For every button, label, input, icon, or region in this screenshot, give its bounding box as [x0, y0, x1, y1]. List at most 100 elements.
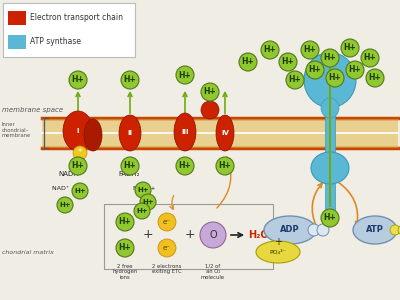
Text: H+: H+ [179, 161, 191, 170]
Ellipse shape [256, 241, 300, 263]
Text: H+: H+ [364, 53, 376, 62]
Text: +: + [143, 229, 153, 242]
Circle shape [216, 157, 234, 175]
Text: H+: H+ [124, 76, 136, 85]
Ellipse shape [311, 152, 349, 184]
Circle shape [176, 157, 194, 175]
Circle shape [134, 203, 150, 219]
Circle shape [201, 83, 219, 101]
Text: II: II [128, 130, 132, 136]
Circle shape [158, 213, 176, 231]
Circle shape [72, 183, 88, 199]
Ellipse shape [353, 216, 397, 244]
Text: ATP: ATP [366, 226, 384, 235]
Text: H+: H+ [72, 161, 84, 170]
Text: +: + [185, 229, 195, 242]
Circle shape [140, 194, 156, 210]
Circle shape [366, 69, 384, 87]
Text: 1/2 of
an O₂
molecule: 1/2 of an O₂ molecule [201, 264, 225, 280]
Circle shape [121, 71, 139, 89]
Text: FAD⁺ +: FAD⁺ + [133, 186, 156, 191]
Text: H+: H+ [304, 46, 316, 55]
Circle shape [317, 224, 329, 236]
Text: H+: H+ [72, 76, 84, 85]
Text: × 2: × 2 [275, 230, 290, 239]
Text: III: III [181, 129, 189, 135]
Text: H+: H+ [289, 76, 301, 85]
Circle shape [73, 146, 87, 160]
Text: e⁻: e⁻ [163, 245, 171, 251]
Circle shape [341, 39, 359, 57]
Circle shape [390, 225, 400, 235]
Circle shape [201, 101, 219, 119]
Text: H+: H+ [309, 65, 321, 74]
Bar [325, 103, 335, 213]
Circle shape [306, 61, 324, 79]
Text: FADH₂: FADH₂ [118, 171, 140, 177]
Circle shape [301, 41, 319, 59]
Text: H+: H+ [264, 46, 276, 55]
Ellipse shape [264, 216, 316, 244]
Text: PO₄³⁻: PO₄³⁻ [270, 250, 286, 254]
Text: ATP synthase: ATP synthase [30, 38, 81, 46]
Circle shape [158, 239, 176, 257]
Bar [42, 118, 398, 148]
Text: H+: H+ [59, 202, 71, 208]
Circle shape [200, 222, 226, 248]
Text: IV: IV [221, 130, 229, 136]
Circle shape [69, 71, 87, 89]
Text: H+: H+ [282, 58, 294, 67]
Circle shape [116, 213, 134, 231]
Circle shape [57, 197, 73, 213]
Text: H+: H+ [369, 74, 381, 82]
Circle shape [121, 157, 139, 175]
Text: H+: H+ [136, 208, 148, 214]
Text: H+: H+ [74, 188, 86, 194]
Text: e⁻: e⁻ [163, 219, 171, 225]
Text: Cyt c: Cyt c [203, 92, 217, 97]
Ellipse shape [63, 111, 93, 151]
Text: O: O [209, 230, 217, 240]
Text: +: + [274, 237, 282, 247]
FancyBboxPatch shape [8, 35, 26, 49]
Text: *: * [78, 148, 82, 158]
Text: NADH: NADH [58, 171, 78, 177]
Ellipse shape [119, 115, 141, 151]
Circle shape [279, 53, 297, 71]
Circle shape [308, 224, 320, 236]
Circle shape [361, 49, 379, 67]
Circle shape [321, 49, 339, 67]
Text: H+: H+ [219, 161, 231, 170]
FancyBboxPatch shape [8, 11, 26, 25]
Circle shape [326, 69, 344, 87]
Ellipse shape [216, 115, 234, 151]
Text: H+: H+ [329, 74, 341, 82]
Circle shape [398, 225, 400, 235]
Text: H+: H+ [119, 244, 131, 253]
Circle shape [239, 53, 257, 71]
Text: H+: H+ [204, 88, 216, 97]
Text: membrane space: membrane space [2, 107, 63, 113]
Circle shape [69, 157, 87, 175]
Text: I: I [77, 128, 79, 134]
Text: H+: H+ [119, 218, 131, 226]
Text: ADP: ADP [280, 226, 300, 235]
Circle shape [261, 41, 279, 59]
Text: H+: H+ [242, 58, 254, 67]
Ellipse shape [321, 98, 339, 118]
Text: H+: H+ [349, 65, 361, 74]
Text: H+: H+ [324, 214, 336, 223]
Circle shape [176, 66, 194, 84]
Circle shape [116, 239, 134, 257]
Circle shape [346, 61, 364, 79]
Text: 2 free
hydrogen
ions: 2 free hydrogen ions [112, 264, 138, 280]
Text: chondrial matrix: chondrial matrix [2, 250, 54, 254]
FancyBboxPatch shape [3, 3, 135, 57]
Circle shape [286, 71, 304, 89]
Ellipse shape [174, 113, 196, 151]
Text: Electron transport chain: Electron transport chain [30, 14, 123, 22]
Ellipse shape [304, 52, 356, 107]
Text: H₂O: H₂O [248, 230, 268, 240]
Text: H+: H+ [344, 44, 356, 52]
Text: H+: H+ [142, 199, 154, 205]
